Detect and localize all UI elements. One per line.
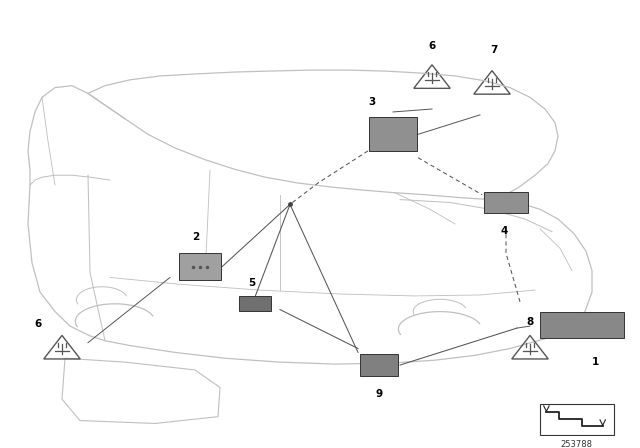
Text: 253788: 253788 (561, 440, 593, 448)
Text: 1: 1 (591, 357, 598, 367)
Bar (540, 404, 614, 435)
FancyBboxPatch shape (484, 192, 529, 213)
Text: 7: 7 (490, 44, 498, 55)
FancyBboxPatch shape (179, 253, 221, 280)
Text: 6: 6 (35, 319, 42, 329)
FancyBboxPatch shape (540, 312, 623, 338)
Text: 3: 3 (369, 97, 376, 107)
Text: 6: 6 (428, 41, 436, 51)
Text: 5: 5 (248, 278, 255, 288)
Text: 9: 9 (376, 389, 383, 400)
FancyBboxPatch shape (360, 354, 398, 376)
FancyBboxPatch shape (369, 117, 417, 151)
Text: 4: 4 (500, 226, 508, 236)
Text: 2: 2 (193, 233, 200, 242)
Text: 8: 8 (526, 317, 534, 327)
FancyBboxPatch shape (239, 296, 271, 311)
